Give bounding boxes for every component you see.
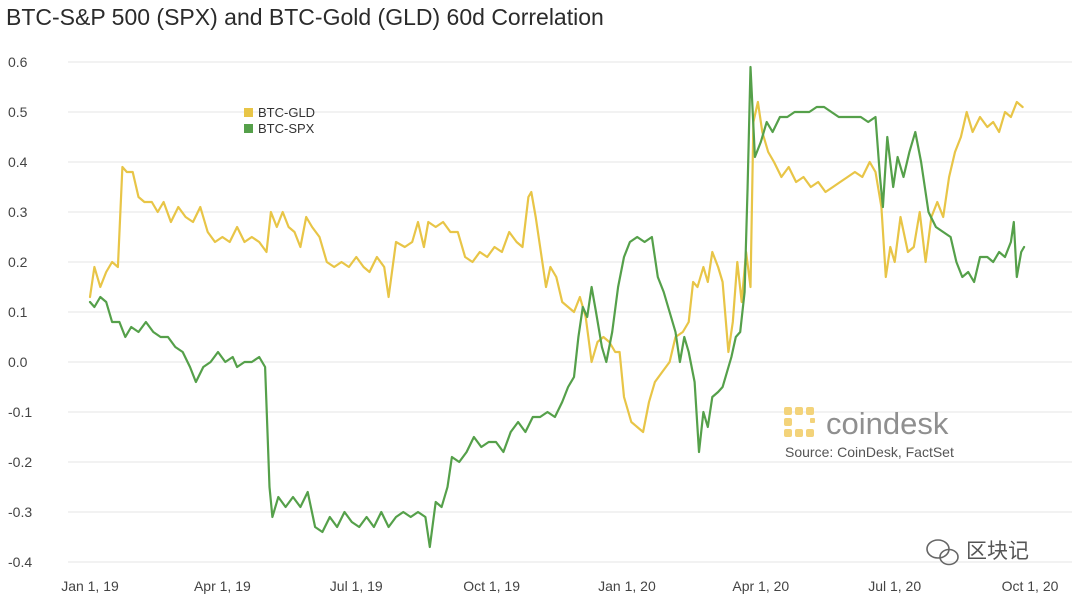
x-tick-label: Oct 1, 20 — [1002, 578, 1059, 594]
wechat-watermark: 区块记 — [926, 539, 1029, 566]
y-tick-label: 0.3 — [8, 204, 28, 220]
x-tick-label: Jan 1, 20 — [598, 578, 656, 594]
legend-swatch-btc-gld — [244, 108, 253, 117]
coindesk-wordmark: coindesk — [826, 406, 949, 441]
chart-source: Source: CoinDesk, FactSet — [785, 444, 954, 460]
series-lines — [88, 65, 1026, 549]
y-tick-label: -0.1 — [8, 404, 32, 420]
y-tick-label: -0.4 — [8, 554, 32, 570]
x-tick-label: Apr 1, 19 — [194, 578, 251, 594]
legend-label-btc-spx: BTC-SPX — [258, 121, 315, 136]
x-tick-label: Jan 1, 19 — [61, 578, 119, 594]
y-axis-ticks: 0.6 0.5 0.4 0.3 0.2 0.1 0.0 -0.1 -0.2 -0.3 -0.4 — [8, 54, 32, 570]
legend: BTC-GLD BTC-SPX — [244, 105, 315, 136]
legend-swatch-btc-spx — [244, 124, 253, 133]
wechat-icon — [926, 539, 959, 566]
y-tick-label: 0.5 — [8, 104, 28, 120]
coindesk-logo-icon — [784, 407, 815, 437]
x-tick-label: Oct 1, 19 — [463, 578, 520, 594]
y-tick-label: 0.6 — [8, 54, 28, 70]
wechat-account-name: 区块记 — [966, 540, 1029, 563]
y-tick-label: -0.2 — [8, 454, 32, 470]
y-tick-label: 0.1 — [8, 304, 28, 320]
series-line-btc-spx — [88, 65, 1026, 549]
x-axis-ticks: Jan 1, 19 Apr 1, 19 Jul 1, 19 Oct 1, 19 Jan … — [61, 578, 1058, 594]
legend-label-btc-gld: BTC-GLD — [258, 105, 315, 120]
x-tick-label: Jul 1, 19 — [330, 578, 383, 594]
legend-item-btc-spx: BTC-SPX — [244, 121, 315, 136]
legend-item-btc-gld: BTC-GLD — [244, 105, 315, 120]
series-line-btc-gld — [88, 100, 1024, 434]
x-tick-label: Apr 1, 20 — [732, 578, 789, 594]
y-tick-label: 0.4 — [8, 154, 28, 170]
chart-title: BTC-S&P 500 (SPX) and BTC-Gold (GLD) 60d… — [6, 4, 604, 30]
y-tick-label: 0.0 — [8, 354, 28, 370]
y-tick-label: -0.3 — [8, 504, 32, 520]
y-tick-label: 0.2 — [8, 254, 28, 270]
coindesk-logo: coindesk Source: CoinDesk, FactSet — [784, 406, 954, 460]
x-tick-label: Jul 1, 20 — [868, 578, 921, 594]
gridlines — [68, 61, 1072, 563]
